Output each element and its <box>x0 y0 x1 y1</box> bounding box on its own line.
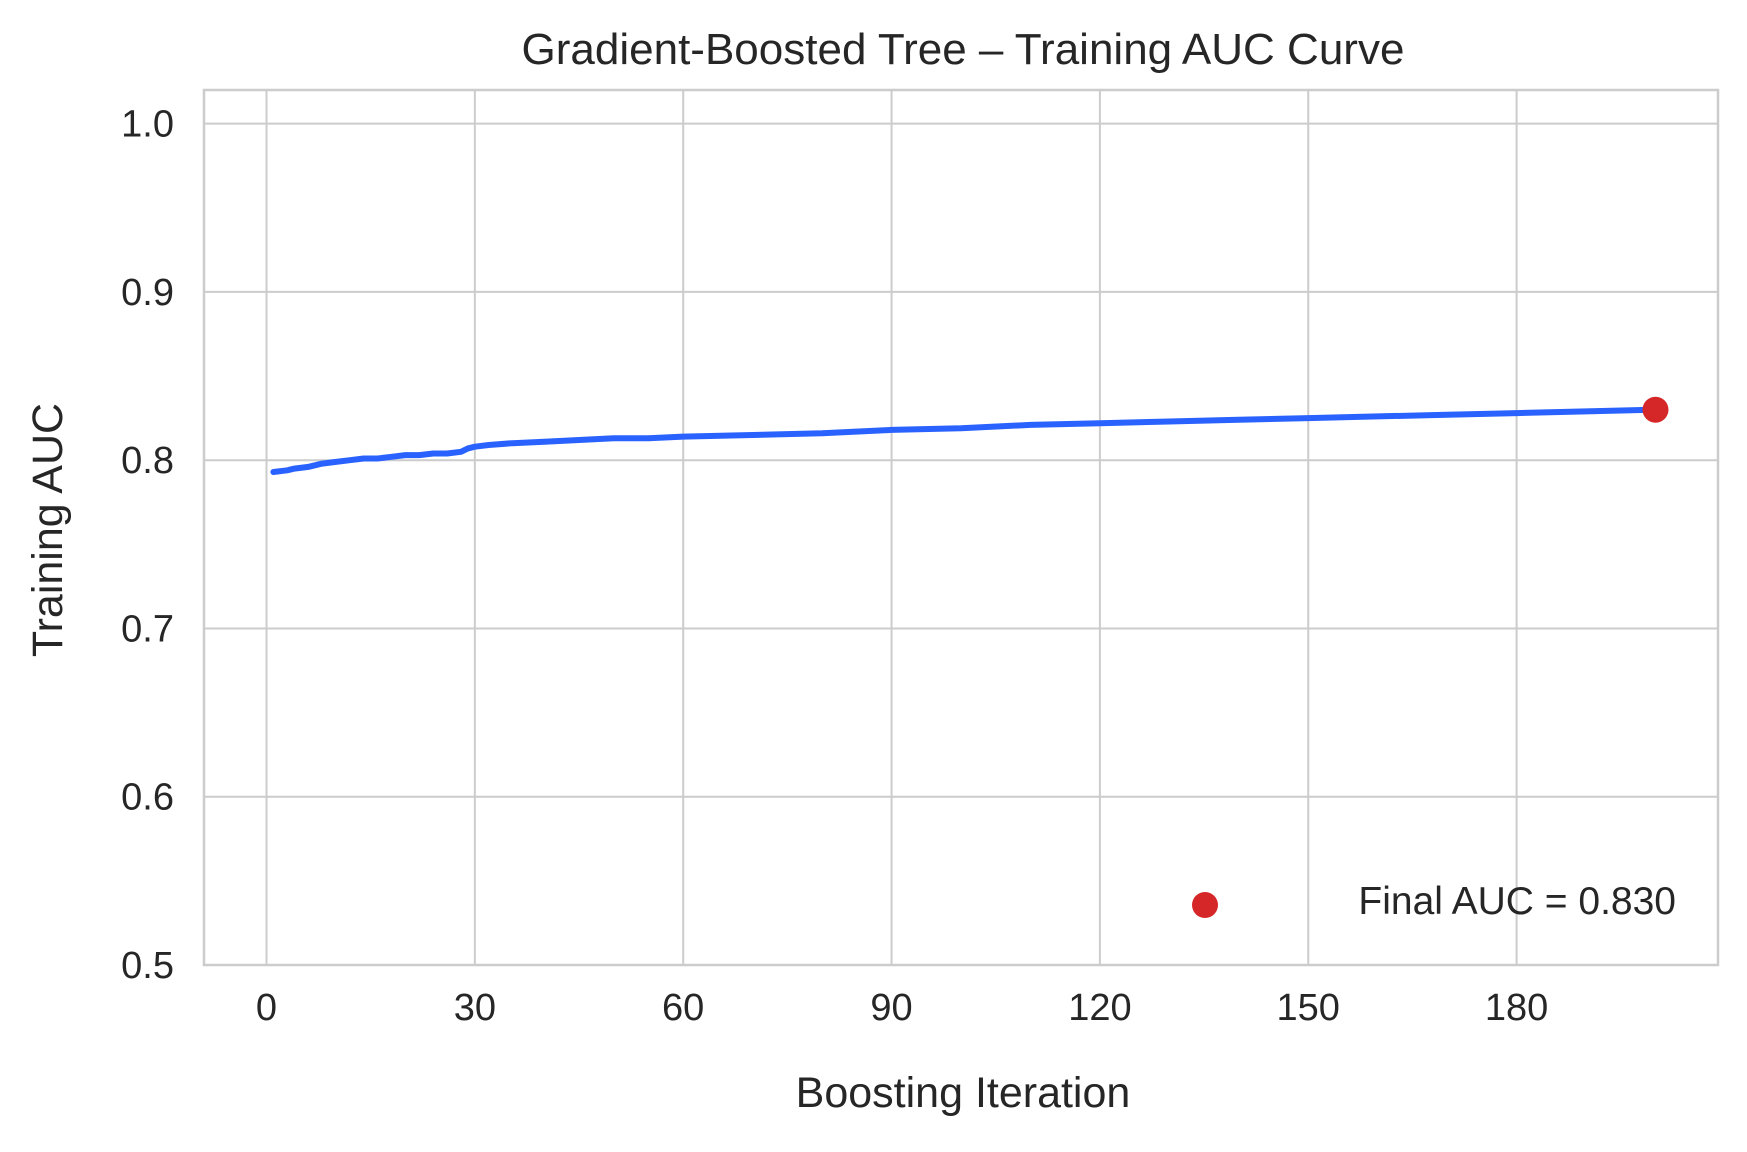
plot-area-frame <box>202 88 1720 967</box>
y-tick-label: 0.7 <box>121 608 174 650</box>
y-tick-label: 1.0 <box>121 104 174 146</box>
x-tick-label: 120 <box>1068 987 1131 1029</box>
y-tick-label: 0.5 <box>121 945 174 987</box>
x-tick-label: 0 <box>256 987 277 1029</box>
x-tick-label: 180 <box>1485 987 1548 1029</box>
legend: Final AUC = 0.830 <box>1192 880 1676 923</box>
x-tick-label: 90 <box>870 987 912 1029</box>
y-tick-label: 0.6 <box>121 777 174 819</box>
x-tick-label: 150 <box>1277 987 1340 1029</box>
final-auc-point <box>1642 396 1669 423</box>
x-tick-labels: 0 30 60 90 120 150 180 <box>256 987 1548 1029</box>
grid-lines <box>204 90 1718 966</box>
legend-label: Final AUC = 0.830 <box>1358 880 1676 923</box>
y-tick-labels: 0.5 0.6 0.7 0.8 0.9 1.0 <box>121 104 174 987</box>
series-layer <box>270 396 1669 475</box>
y-tick-label: 0.9 <box>121 272 174 314</box>
y-axis-label: Training AUC <box>24 403 72 657</box>
x-tick-label: 30 <box>454 987 496 1029</box>
chart-title: Gradient-Boosted Tree – Training AUC Cur… <box>522 25 1405 74</box>
training-auc-line <box>270 406 1659 475</box>
y-tick-label: 0.8 <box>121 440 174 482</box>
x-axis-label: Boosting Iteration <box>796 1069 1131 1117</box>
x-tick-label: 60 <box>662 987 704 1029</box>
legend-marker <box>1192 892 1218 918</box>
